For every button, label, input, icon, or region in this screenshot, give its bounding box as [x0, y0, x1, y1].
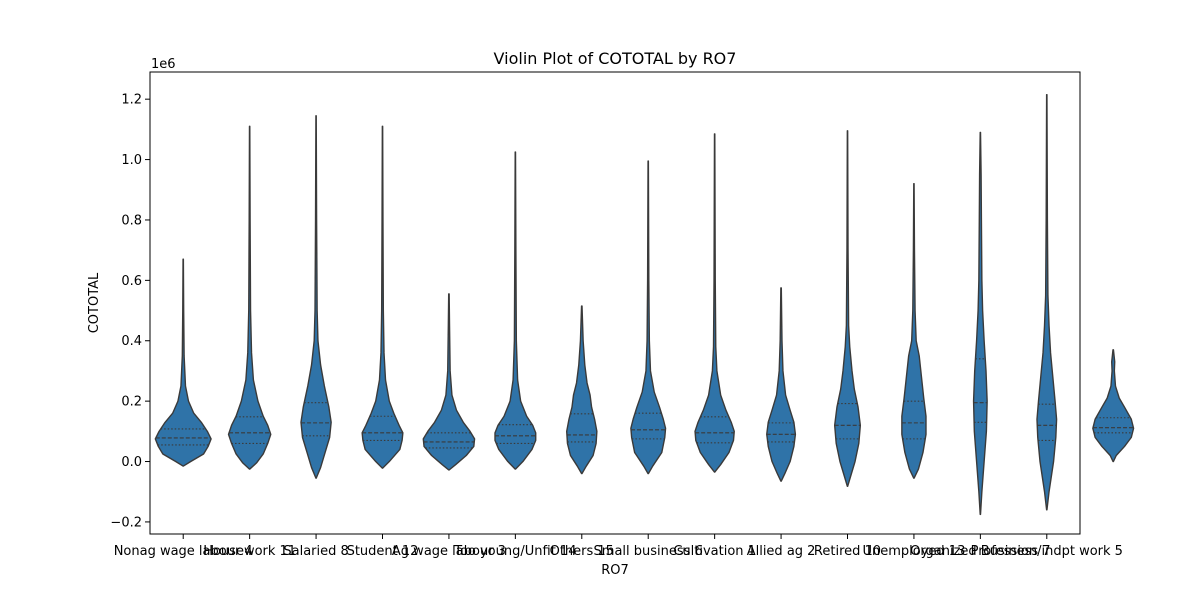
violin-body: [766, 287, 797, 482]
x-axis-label: RO7: [601, 563, 629, 578]
x-tick-label: Ag wage labour 3: [392, 544, 506, 559]
y-tick-label: 0.8: [121, 213, 142, 228]
y-axis-ticks: −0.2 0.0 0.2 0.4 0.6 0.8 1.0 1.2: [110, 93, 150, 530]
violin-body: [694, 133, 735, 473]
y-tick-label: −0.2: [110, 515, 142, 530]
x-tick-label: Small business 6: [594, 544, 703, 559]
x-tick-label: Profession/indpt work 5: [971, 544, 1123, 559]
violin-group: [154, 93, 1135, 516]
violin-body: [494, 151, 537, 470]
violin-body: [300, 115, 332, 479]
violin-body: [566, 305, 598, 475]
violin-body: [154, 258, 212, 467]
violin-body: [833, 130, 862, 487]
x-tick-label: Cultivation 1: [673, 544, 756, 559]
y-axis-multiplier: 1e6: [151, 57, 176, 72]
violin-body: [361, 125, 404, 469]
x-tick-label: Retired 10: [814, 544, 881, 559]
chart-title: Violin Plot of COTOTAL by RO7: [494, 49, 737, 68]
violin-body: [1092, 349, 1135, 463]
y-axis-label: COTOTAL: [87, 272, 102, 333]
violin-body: [972, 131, 988, 516]
violin-body: [227, 125, 272, 470]
x-tick-label: Allied ag 2: [747, 544, 816, 559]
y-tick-label: 1.0: [121, 153, 142, 168]
violin-body: [901, 183, 927, 479]
y-tick-label: 0.2: [121, 395, 142, 410]
x-tick-label: Others 15: [550, 544, 614, 559]
x-tick-label: Too young/Unfit 14: [453, 544, 576, 559]
violin-body: [422, 293, 476, 471]
y-tick-label: 1.2: [121, 93, 142, 108]
violin-body: [1036, 93, 1058, 511]
x-tick-label: Salaried 8: [283, 544, 348, 559]
x-tick-label: Nonag wage labour 4: [114, 544, 253, 559]
y-tick-label: 0.4: [121, 334, 142, 349]
plot-frame: [149, 71, 1081, 535]
x-tick-label: Unemployed 13: [862, 544, 965, 559]
y-tick-label: 0.0: [121, 455, 142, 470]
violin-body: [630, 160, 667, 475]
x-tick-label: Housework 11: [203, 544, 296, 559]
x-tick-label: Organized Business 7: [910, 544, 1050, 559]
x-tick-label: Student 12: [347, 544, 419, 559]
y-tick-label: 0.6: [121, 274, 142, 289]
